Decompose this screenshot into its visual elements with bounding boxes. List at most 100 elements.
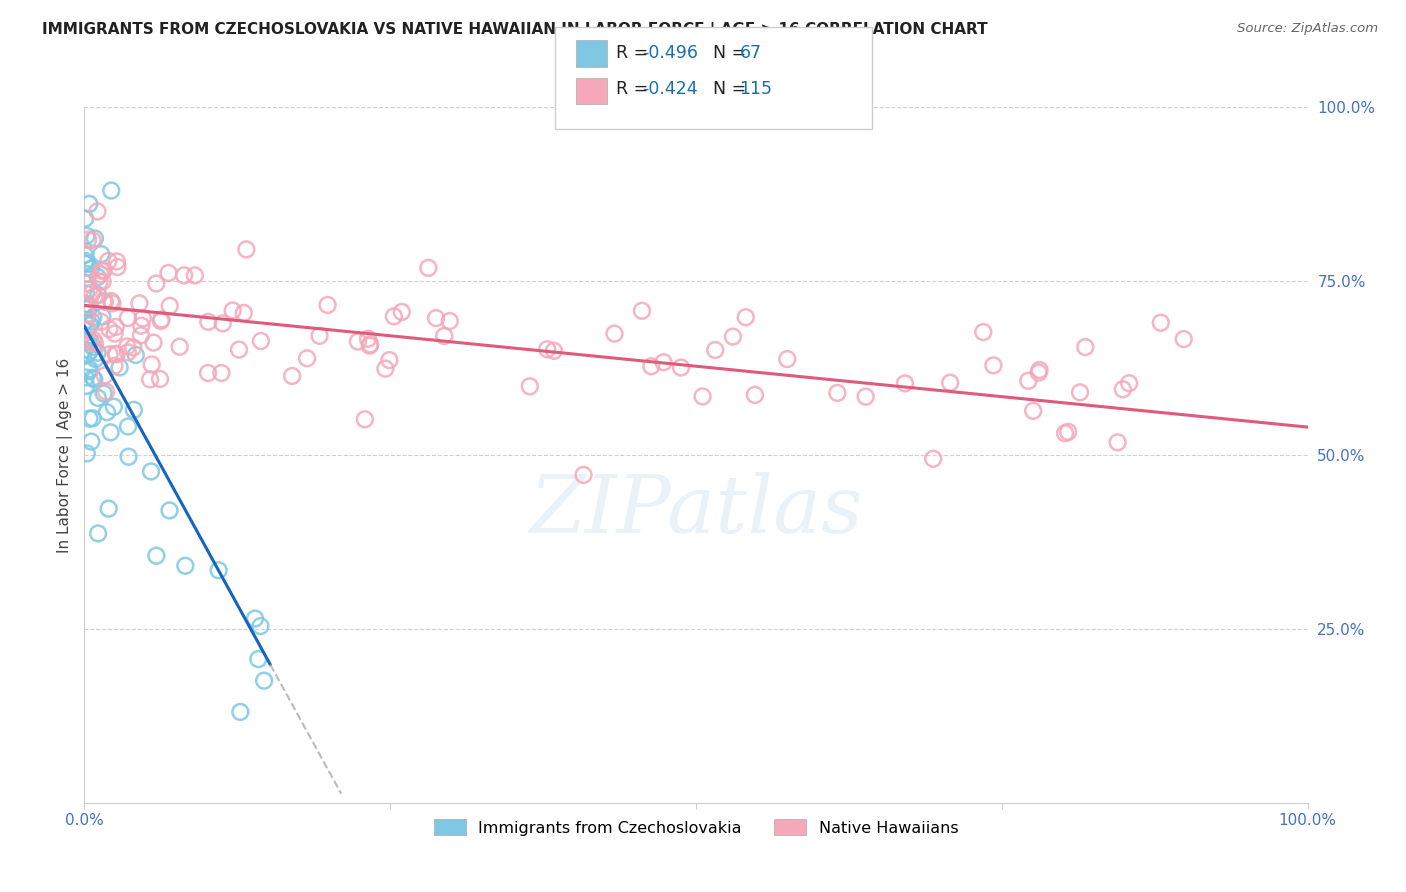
Point xyxy=(83,289,105,303)
Point xyxy=(79,411,101,425)
Point xyxy=(184,268,207,283)
Point xyxy=(939,376,962,390)
Point xyxy=(1069,385,1091,400)
Point xyxy=(640,359,662,374)
Point xyxy=(117,311,139,326)
Point xyxy=(174,558,197,573)
Point xyxy=(253,673,276,688)
Point xyxy=(150,312,173,326)
Point xyxy=(75,286,97,301)
Point xyxy=(776,352,799,367)
Point xyxy=(87,526,110,541)
Text: N =: N = xyxy=(713,44,752,62)
Text: 115: 115 xyxy=(740,80,772,98)
Text: R =: R = xyxy=(616,80,654,98)
Point xyxy=(222,303,245,318)
Point xyxy=(82,310,104,325)
Point xyxy=(76,300,98,314)
Point xyxy=(357,332,380,346)
Point xyxy=(145,549,167,563)
Point xyxy=(76,257,98,271)
Text: -0.496: -0.496 xyxy=(643,44,699,62)
Point xyxy=(75,254,97,268)
Point xyxy=(76,300,98,314)
Point xyxy=(100,294,122,309)
Point xyxy=(90,247,112,261)
Point xyxy=(128,296,150,310)
Point xyxy=(84,351,107,366)
Point xyxy=(80,285,103,300)
Point xyxy=(82,340,104,354)
Point xyxy=(209,366,232,380)
Point xyxy=(425,311,447,326)
Point xyxy=(235,243,257,257)
Point xyxy=(894,376,917,391)
Point xyxy=(197,315,219,329)
Point xyxy=(77,197,100,211)
Point xyxy=(97,501,120,516)
Point xyxy=(79,344,101,359)
Point xyxy=(96,405,118,419)
Point xyxy=(84,336,107,351)
Point xyxy=(80,315,103,329)
Point xyxy=(104,320,127,334)
Point xyxy=(1022,404,1045,418)
Text: -0.424: -0.424 xyxy=(643,80,699,98)
Point xyxy=(122,341,145,355)
Point xyxy=(208,563,231,577)
Point xyxy=(129,318,152,333)
Point xyxy=(141,358,163,372)
Point xyxy=(83,372,105,386)
Point xyxy=(1028,363,1050,377)
Point xyxy=(100,184,122,198)
Text: R =: R = xyxy=(616,44,654,62)
Point xyxy=(73,343,96,357)
Point xyxy=(80,434,103,449)
Point xyxy=(79,334,101,348)
Point xyxy=(86,345,108,359)
Text: N =: N = xyxy=(713,80,752,98)
Point xyxy=(704,343,727,357)
Point xyxy=(211,317,233,331)
Point xyxy=(94,294,117,309)
Point xyxy=(243,611,266,625)
Point xyxy=(105,347,128,361)
Point xyxy=(418,260,440,275)
Point xyxy=(249,619,271,633)
Point xyxy=(439,314,461,328)
Point xyxy=(1150,316,1173,330)
Point xyxy=(173,268,195,283)
Point xyxy=(1028,366,1050,380)
Point xyxy=(82,233,104,247)
Point xyxy=(1054,426,1077,441)
Point xyxy=(94,384,117,399)
Point xyxy=(519,379,541,393)
Point xyxy=(247,652,270,666)
Point xyxy=(391,305,413,319)
Point xyxy=(572,467,595,482)
Point xyxy=(87,270,110,285)
Point xyxy=(132,311,155,326)
Point xyxy=(117,345,139,359)
Point xyxy=(101,296,124,310)
Point xyxy=(744,388,766,402)
Point xyxy=(1107,435,1129,450)
Point xyxy=(80,261,103,276)
Point xyxy=(76,446,98,460)
Point xyxy=(827,385,849,400)
Point xyxy=(543,343,565,358)
Point xyxy=(76,347,98,361)
Point xyxy=(359,337,381,351)
Point xyxy=(76,323,98,337)
Point xyxy=(374,361,396,376)
Point xyxy=(77,298,100,312)
Point xyxy=(1118,376,1140,391)
Point xyxy=(91,275,114,289)
Point xyxy=(149,314,172,328)
Point xyxy=(75,307,97,321)
Point xyxy=(76,334,98,349)
Point xyxy=(82,333,104,347)
Point xyxy=(721,329,744,343)
Point xyxy=(79,282,101,296)
Point xyxy=(359,338,381,352)
